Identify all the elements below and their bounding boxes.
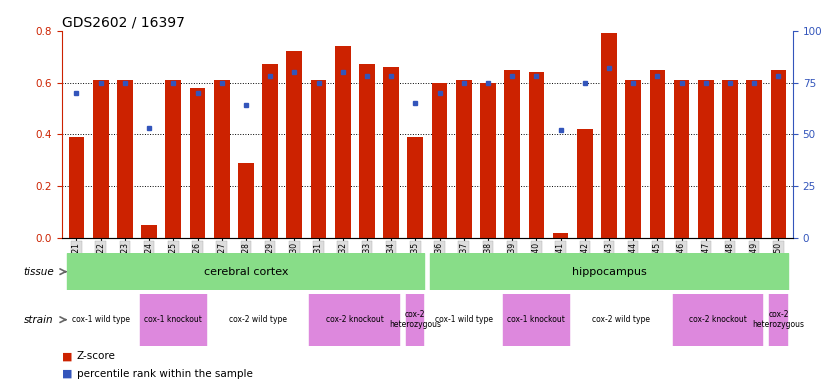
- Bar: [68, 294, 134, 346]
- Bar: [553, 233, 568, 238]
- Bar: [456, 80, 472, 238]
- Bar: [480, 83, 496, 238]
- Bar: [577, 129, 593, 238]
- Bar: [69, 137, 84, 238]
- Bar: [407, 137, 423, 238]
- Bar: [769, 294, 787, 346]
- Bar: [214, 80, 230, 238]
- Bar: [505, 70, 520, 238]
- Bar: [383, 67, 399, 238]
- Bar: [310, 294, 401, 346]
- Text: cox-1 wild type: cox-1 wild type: [434, 315, 493, 324]
- Text: cox-2
heterozygous: cox-2 heterozygous: [389, 310, 441, 329]
- Text: cox-2
heterozygous: cox-2 heterozygous: [752, 310, 805, 329]
- Bar: [503, 294, 570, 346]
- Bar: [432, 83, 448, 238]
- Bar: [262, 65, 278, 238]
- Bar: [165, 80, 181, 238]
- Text: cox-2 wild type: cox-2 wild type: [592, 315, 650, 324]
- Bar: [649, 70, 665, 238]
- Text: cox-1 wild type: cox-1 wild type: [72, 315, 130, 324]
- Bar: [406, 294, 425, 346]
- Bar: [722, 80, 738, 238]
- Text: cerebral cortex: cerebral cortex: [204, 266, 288, 277]
- Text: tissue: tissue: [23, 266, 54, 277]
- Text: cox-1 knockout: cox-1 knockout: [507, 315, 565, 324]
- Bar: [430, 294, 497, 346]
- Bar: [430, 253, 787, 290]
- Bar: [190, 88, 206, 238]
- Text: cox-1 knockout: cox-1 knockout: [145, 315, 202, 324]
- Text: cox-2 wild type: cox-2 wild type: [229, 315, 287, 324]
- Bar: [771, 70, 786, 238]
- Text: ■: ■: [62, 351, 73, 361]
- Text: cox-2 knockout: cox-2 knockout: [326, 315, 384, 324]
- Bar: [359, 65, 375, 238]
- Bar: [335, 46, 350, 238]
- Text: Z-score: Z-score: [77, 351, 116, 361]
- Text: GDS2602 / 16397: GDS2602 / 16397: [62, 16, 185, 30]
- Bar: [747, 80, 762, 238]
- Bar: [93, 80, 108, 238]
- Bar: [212, 294, 303, 346]
- Bar: [625, 80, 641, 238]
- Bar: [674, 80, 690, 238]
- Text: hippocampus: hippocampus: [572, 266, 647, 277]
- Bar: [601, 33, 617, 238]
- Text: cox-2 knockout: cox-2 knockout: [689, 315, 747, 324]
- Bar: [117, 80, 133, 238]
- Text: ■: ■: [62, 369, 73, 379]
- Bar: [529, 72, 544, 238]
- Bar: [576, 294, 667, 346]
- Text: strain: strain: [24, 314, 54, 325]
- Text: percentile rank within the sample: percentile rank within the sample: [77, 369, 253, 379]
- Bar: [68, 253, 425, 290]
- Bar: [672, 294, 763, 346]
- Bar: [238, 163, 254, 238]
- Bar: [140, 294, 206, 346]
- Bar: [311, 80, 326, 238]
- Bar: [141, 225, 157, 238]
- Bar: [698, 80, 714, 238]
- Bar: [287, 51, 302, 238]
